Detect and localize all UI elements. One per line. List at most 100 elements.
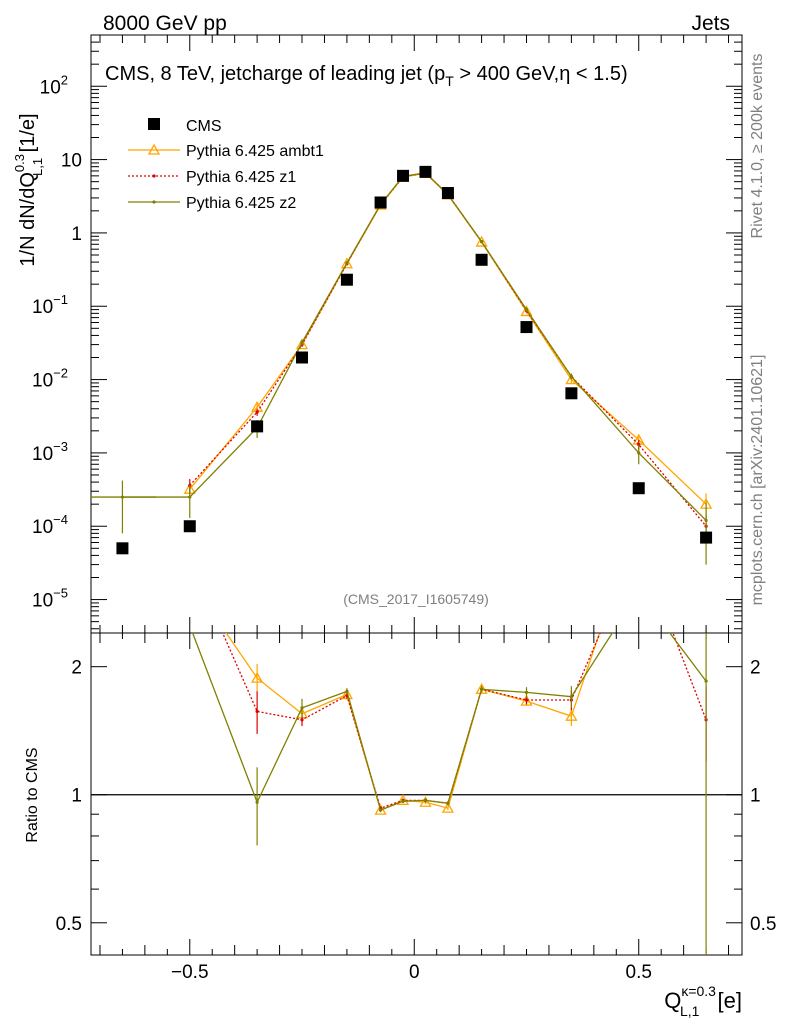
legend-ambt1-marker [147,143,161,155]
main-y-tick-label: 10 [61,151,82,172]
cms-data-point [374,196,387,209]
main-y-tick-label: 102 [40,72,68,98]
ratio-point [300,718,304,722]
legend-z1-label: Pythia 6.425 z1 [186,169,296,186]
y-axis-label: 1/N dN/dQ0.3 L,1 [1/e] [12,113,45,266]
main-y-tick-label: 1 [71,224,82,245]
ratio-point [423,798,428,802]
ratio-point [419,795,432,807]
mcplots-label: mcplots.cern.ch [arXiv:2401.10621] [749,355,766,606]
ratio-point [251,671,264,683]
data-point [475,235,488,247]
x-tick-label: 0.5 [626,962,652,983]
series-2 [188,171,708,543]
data-point [637,451,641,455]
x-tick-label: −0.5 [171,962,209,983]
ratio-frame [90,632,743,956]
cms-data-point [565,387,578,400]
data-point [255,410,259,414]
cms-data-point [520,321,533,334]
ratio-point [704,679,708,683]
ratio-point [300,706,304,710]
cms-data-point [632,482,645,495]
series-line [189,172,707,527]
series-cms [116,165,713,555]
ratio-point [524,690,529,695]
data-point [300,340,304,345]
ratio-y-tick-label-right: 0.5 [750,914,776,935]
ratio-point [401,799,405,803]
series-1 [183,166,713,521]
ratio-y-tick-label-left: 0.5 [56,914,82,935]
cms-data-point [116,542,129,555]
ratio-point [569,695,573,699]
legend-cms-label: CMS [186,118,222,135]
ratio-point [345,689,349,693]
cms-data-point [183,520,196,533]
main-y-tick-label: 10−3 [32,439,68,465]
main-y-tick-labels: 10−5 10−4 10−3 10−2 10−1 1 10 102 [32,72,82,611]
legend-z2-label: Pythia 6.425 z2 [186,195,296,212]
category-label: Jets [691,12,730,35]
ratio-point [565,709,578,721]
main-axis-ticks [91,34,742,633]
plot-title: CMS, 8 TeV, jetcharge of leading jet (pT… [105,63,628,89]
cms-data-point [441,187,454,200]
cms-data-point [419,165,432,178]
data-point [340,257,354,269]
data-point [520,305,533,317]
ratio-y-tick-label-left: 2 [71,658,82,679]
ratio-tick-labels: 0.5 0.5 1 1 2 2 −0.5 0 0.5 [56,658,777,983]
data-point [345,261,349,265]
data-point [188,495,192,499]
cms-data-point [340,273,353,286]
ratio-series-1 [221,633,708,811]
ratio-line [191,633,707,812]
legend-ambt1-label: Pythia 6.425 ambt1 [186,143,324,160]
ratio-point [475,682,488,694]
rivet-label: Rivet 4.1.0, ≥ 200k events [749,54,766,239]
ratio-point [396,794,410,806]
data-point [295,338,309,350]
ratio-point [378,808,383,812]
ratio-point [524,698,529,702]
data-point [480,240,484,244]
ratio-point [255,709,259,714]
main-panel: 10−5 10−4 10−3 10−2 10−1 1 10 102 CMS, 8 TeV, j… [12,34,743,634]
ratio-point [441,801,455,813]
series-line [189,172,707,505]
cms-data-point [700,531,713,544]
legend-z2-marker [152,200,156,204]
cms-data-point [475,253,488,266]
cms-data-point [296,351,309,364]
ratio-point [255,800,259,804]
ratio-point [480,687,484,691]
data-point [569,374,573,379]
data-point [120,495,125,499]
series-3 [91,171,708,565]
ratio-y-label: Ratio to CMS [24,747,41,842]
main-y-tick-label: 10−1 [32,292,68,318]
legend: CMS Pythia 6.425 ambt1 Pythia 6.425 z1 P… [128,118,324,212]
ratio-y-tick-label-right: 1 [750,786,761,807]
cms-data-point [397,169,410,182]
ratio-series [191,633,708,955]
ratio-axis-ticks [91,633,742,955]
legend-z1-marker [152,174,156,178]
x-axis-label: Qκ=0.3 L,1 [e] [664,983,742,1019]
main-y-tick-label: 10−4 [32,512,68,538]
ratio-point [446,801,450,805]
main-y-tick-label: 10−5 [32,586,68,612]
ratio-y-tick-label-right: 2 [750,658,761,679]
data-point [704,518,708,523]
legend-cms-marker [148,118,160,130]
energy-label: 8000 GeV pp [103,12,227,35]
ratio-line [225,633,601,812]
ratio-series-2 [191,633,708,955]
ratio-y-tick-label-left: 1 [71,786,82,807]
ratio-line [221,633,707,809]
analysis-id: (CMS_2017_I1605749) [343,591,489,607]
ratio-series-0 [225,633,601,815]
main-y-tick-label: 10−2 [32,366,68,392]
